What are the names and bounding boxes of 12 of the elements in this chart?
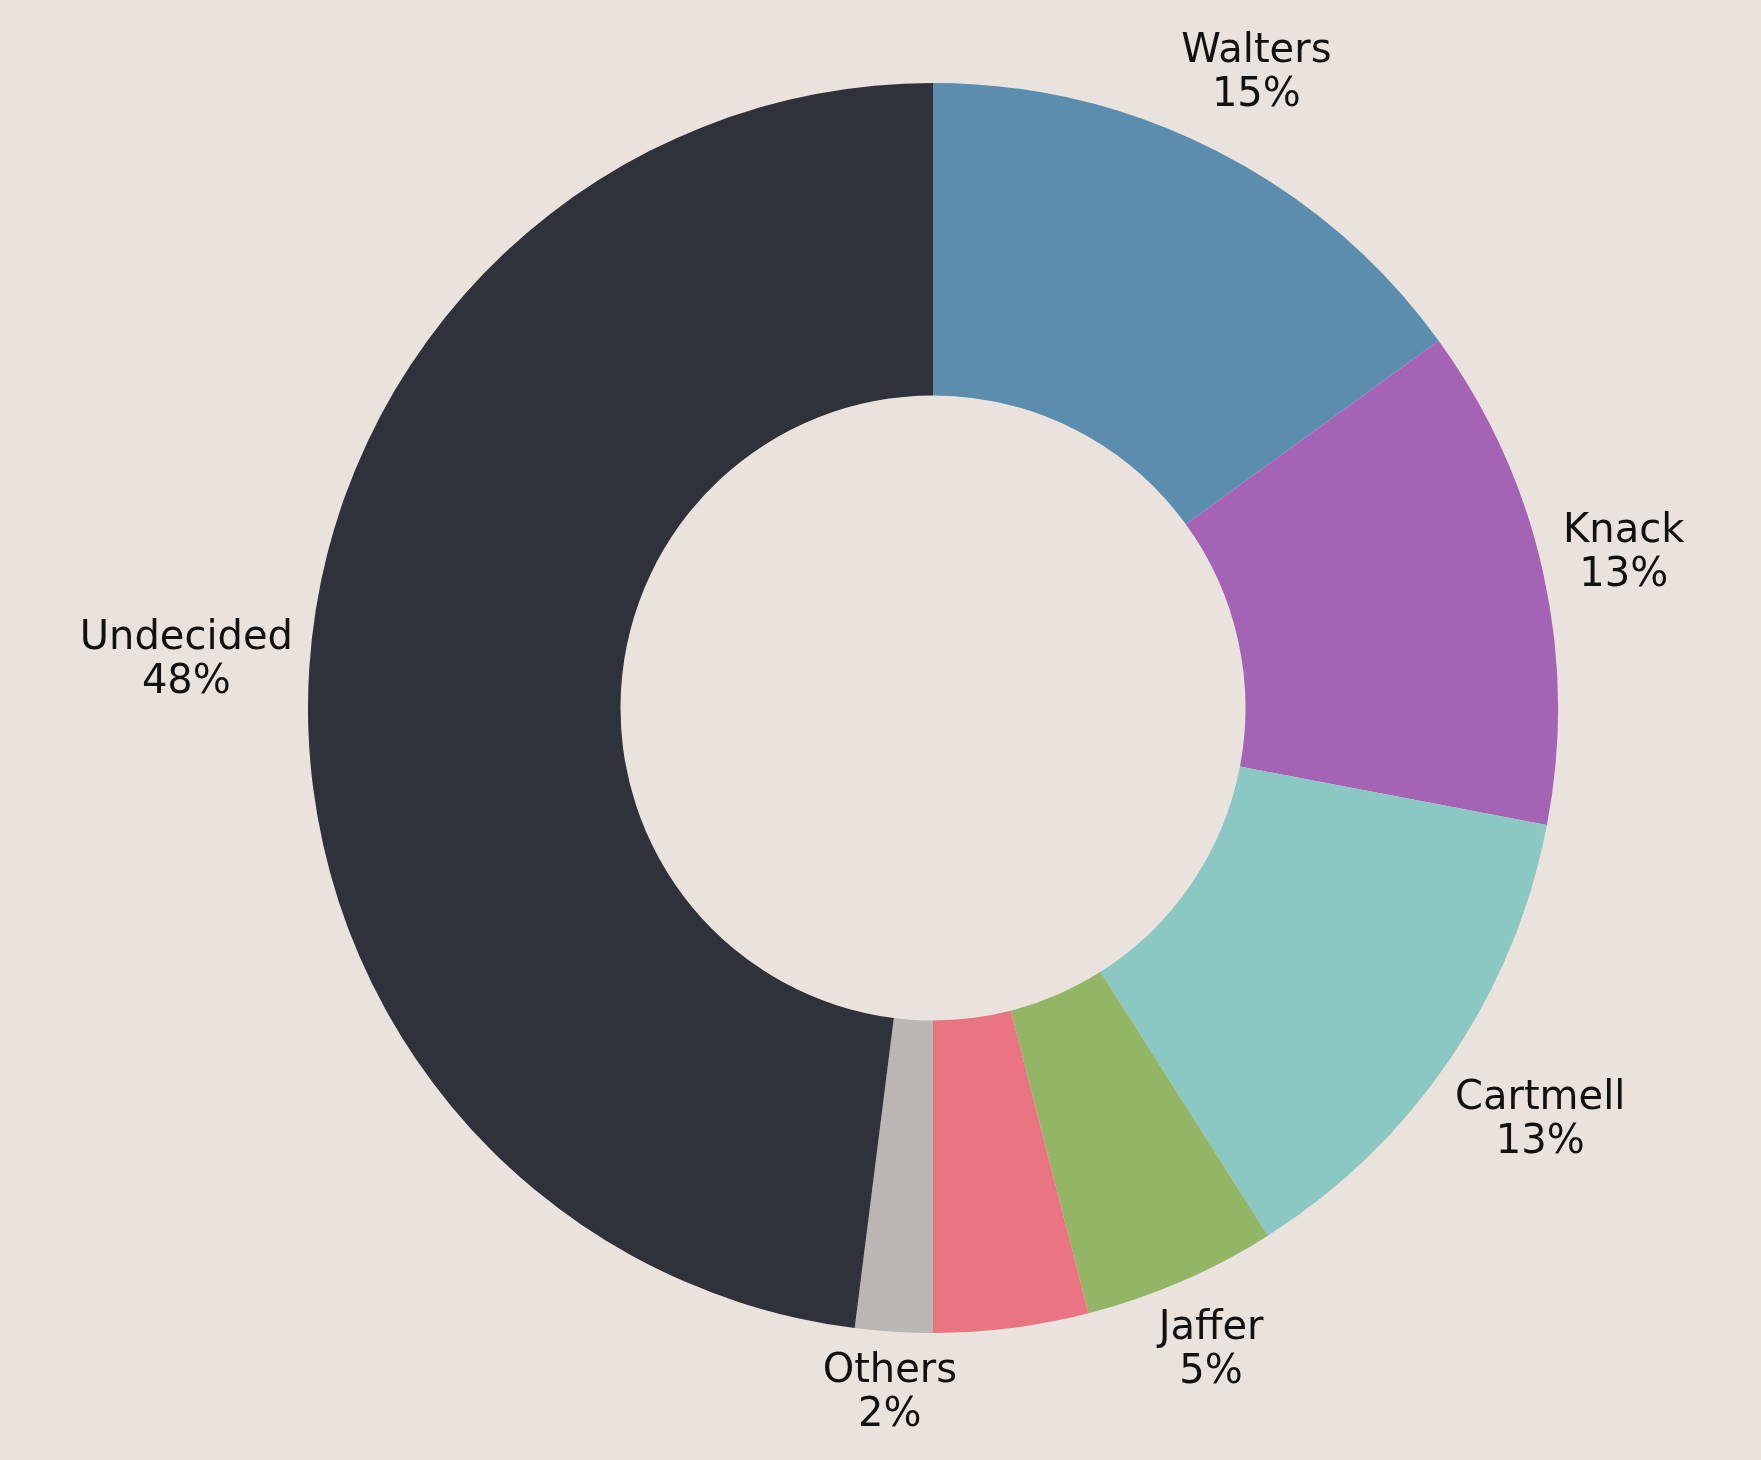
slice-label: Knack: [1563, 505, 1686, 551]
data-label: 13%: [1495, 1116, 1585, 1163]
data-label: 48%: [141, 656, 231, 703]
data-label: 15%: [1211, 68, 1301, 115]
slice-label: Jaffer: [1155, 1302, 1265, 1349]
data-label: 13%: [1579, 549, 1669, 595]
slice-label: Undecided: [79, 612, 293, 659]
slice-label: Cartmell: [1455, 1072, 1626, 1119]
slice-label: Others: [822, 1345, 958, 1392]
data-label: 5%: [1179, 1346, 1243, 1393]
data-label: 2%: [858, 1389, 922, 1436]
slice-label: Walters: [1181, 24, 1332, 71]
